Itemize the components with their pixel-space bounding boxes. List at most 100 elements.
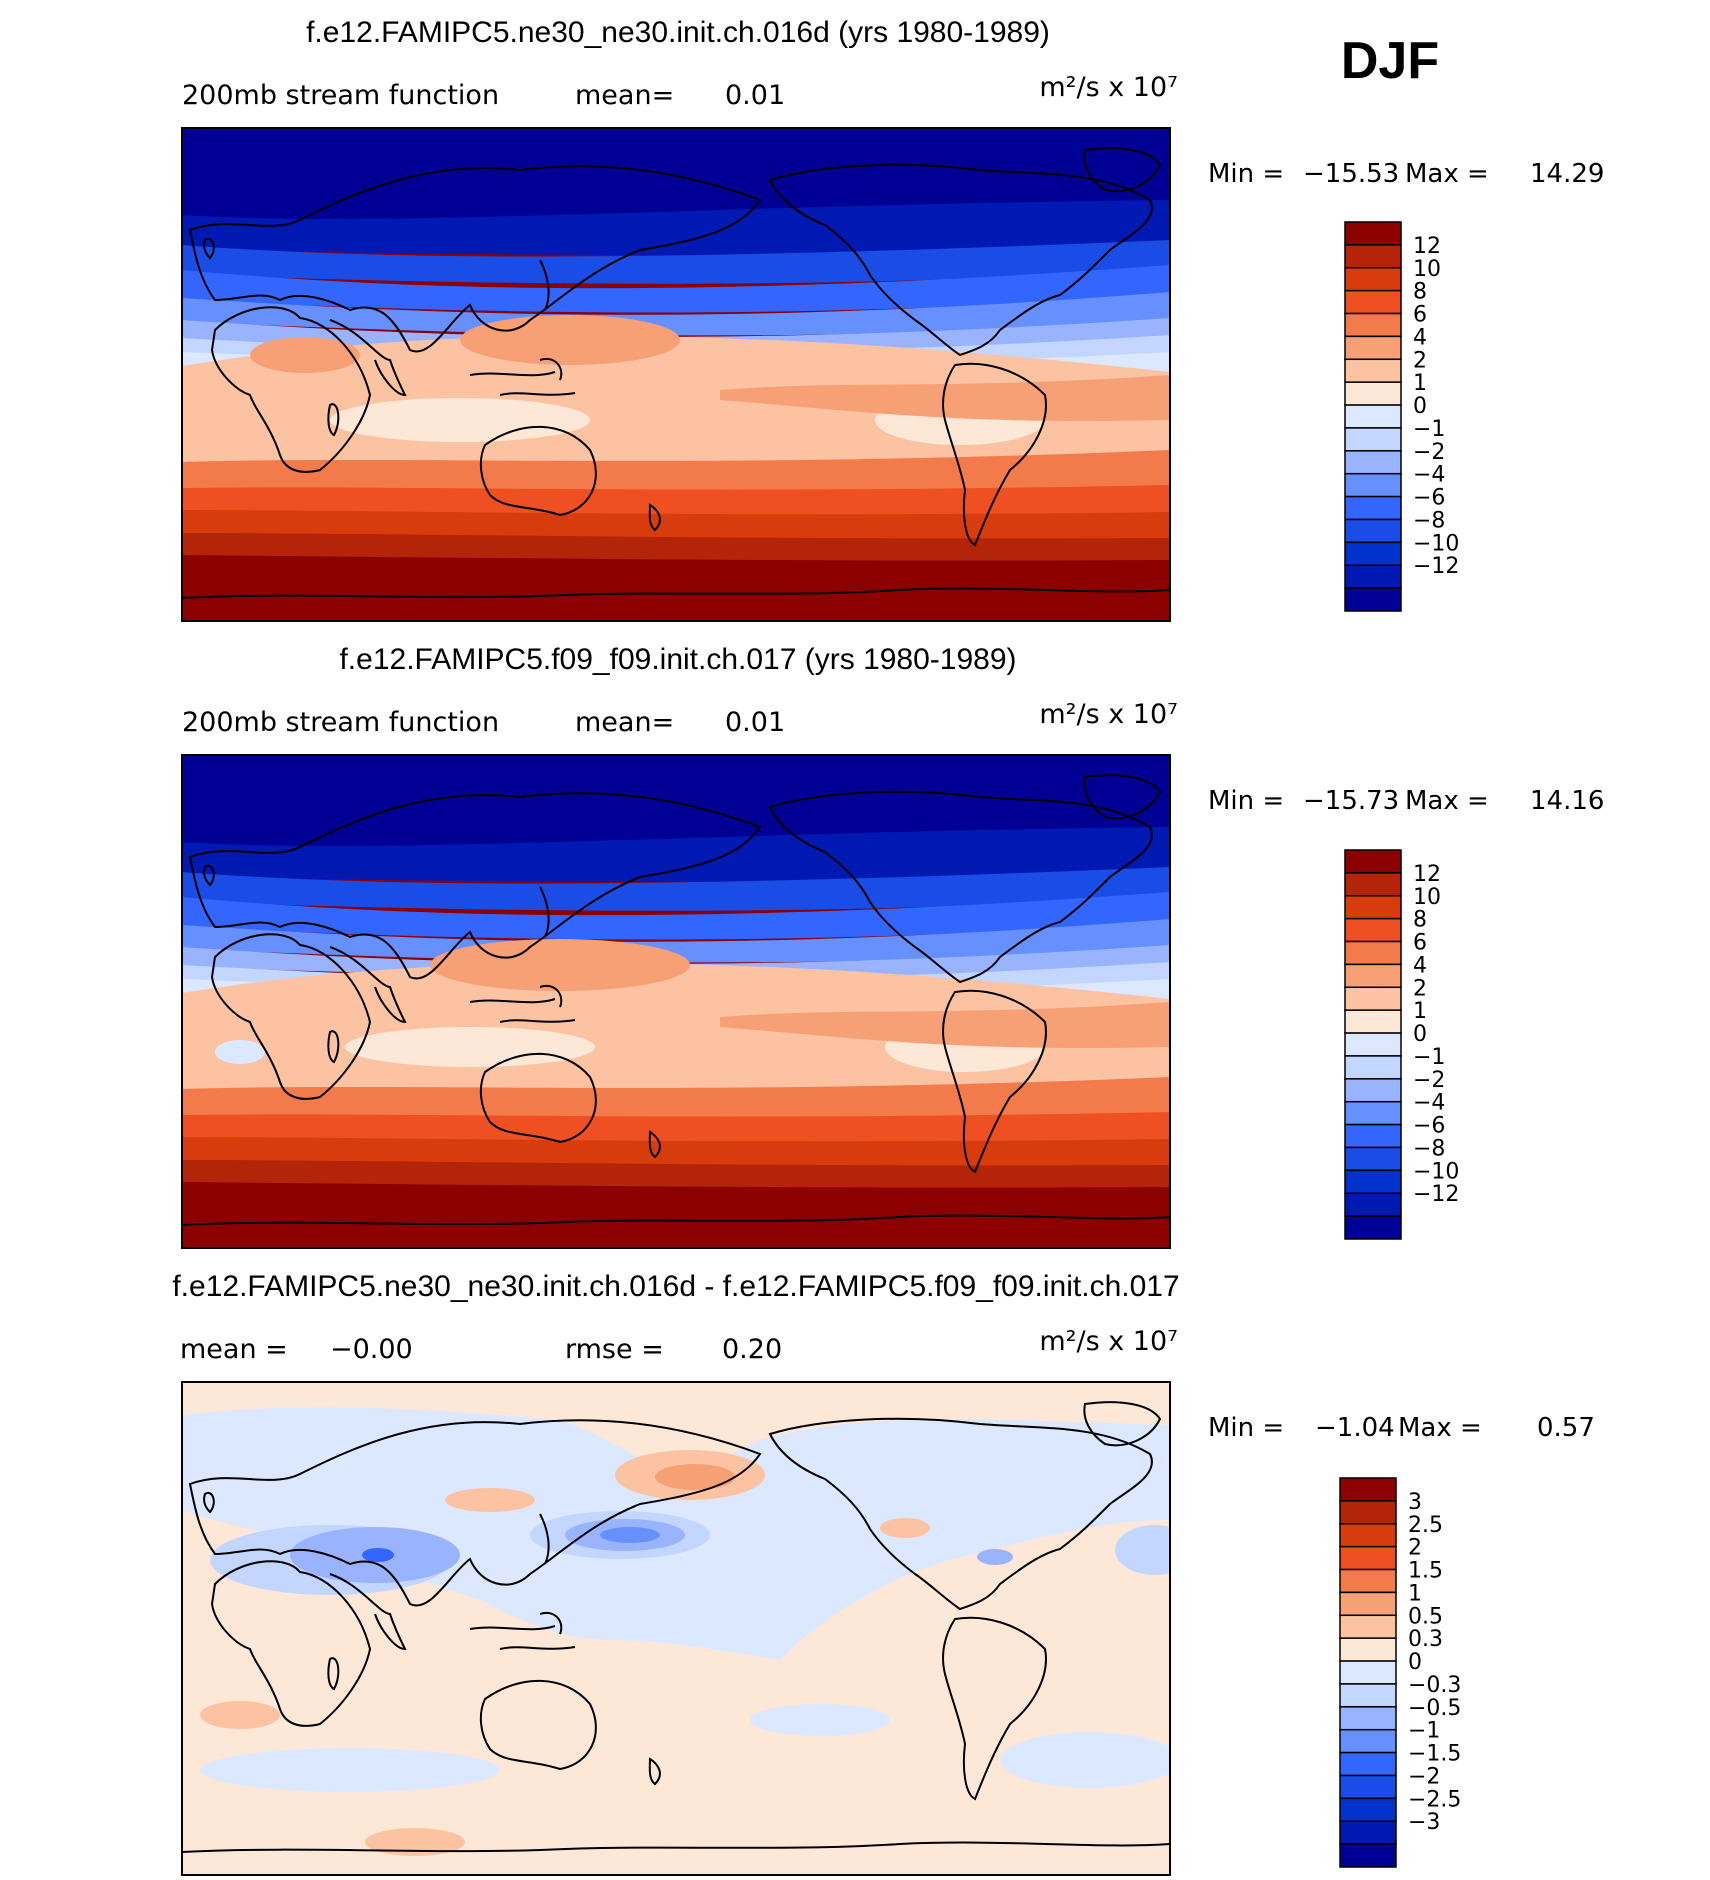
colorbar-swatch — [1344, 1169, 1402, 1194]
units-label: m²/s x 10⁷ — [1039, 699, 1178, 730]
colorbar-tick-label: 12 — [1413, 862, 1441, 887]
colorbar-swatch — [1344, 963, 1402, 989]
max-label: Max = — [1405, 159, 1489, 189]
colorbar-tick-label: −2 — [1413, 1068, 1445, 1093]
colorbar-swatch — [1344, 1123, 1402, 1149]
max-label: Max = — [1398, 1413, 1482, 1443]
colorbar-swatch — [1339, 1820, 1397, 1845]
colorbar-tick-label: 6 — [1413, 303, 1427, 328]
colorbar-tick-label: 12 — [1413, 234, 1441, 259]
colorbar-tick-label: −10 — [1413, 1159, 1459, 1184]
colorbar-swatch — [1344, 335, 1402, 361]
colorbar-tick-label: 2 — [1413, 348, 1427, 373]
max-value: 0.57 — [1537, 1413, 1595, 1443]
map-frame — [181, 127, 1171, 622]
colorbar-tick-label: −1 — [1413, 1045, 1445, 1070]
colorbar-tick-label: 1 — [1413, 999, 1427, 1024]
colorbar-tick-label: 0 — [1408, 1650, 1422, 1675]
colorbar-tick-label: −4 — [1413, 1091, 1445, 1116]
colorbar-tick-label: 4 — [1413, 953, 1427, 978]
min-value: −1.04 — [1315, 1413, 1395, 1443]
mean-value: −0.00 — [330, 1334, 413, 1365]
field-label: 200mb stream function — [182, 707, 499, 738]
min-label: Min = — [1208, 786, 1284, 816]
colorbar-swatch — [1344, 1032, 1402, 1057]
colorbar-tick-label: 2 — [1413, 976, 1427, 1001]
colorbar-swatch — [1344, 1215, 1402, 1240]
colorbar-swatch — [1339, 1614, 1397, 1639]
colorbar-swatch — [1344, 917, 1402, 943]
mean-value: 0.01 — [725, 80, 785, 111]
colorbar-tick-label: −1 — [1413, 417, 1445, 442]
colorbar-tick-label: −0.5 — [1408, 1696, 1461, 1721]
colorbar-tick-label: −1.5 — [1408, 1742, 1461, 1767]
colorbar-tick-label: 0.5 — [1408, 1604, 1443, 1629]
colorbar-swatch — [1344, 564, 1402, 589]
colorbar-tick-label: 0 — [1413, 1022, 1427, 1047]
rmse-label: rmse = — [565, 1334, 664, 1365]
colorbar-swatch — [1344, 849, 1402, 874]
colorbar-swatch — [1344, 221, 1402, 246]
season-label: DJF — [1341, 32, 1439, 90]
colorbar-swatch — [1344, 1192, 1402, 1217]
colorbar-swatch — [1344, 450, 1402, 475]
colorbar-tick-label: −2 — [1413, 440, 1445, 465]
min-label: Min = — [1208, 1413, 1284, 1443]
colorbar-tick-label: 1 — [1413, 371, 1427, 396]
colorbar-tick-label: −8 — [1413, 1136, 1445, 1161]
colorbar-tick-label: −4 — [1413, 463, 1445, 488]
colorbar-swatch — [1344, 289, 1402, 315]
colorbar-swatch — [1339, 1568, 1397, 1594]
colorbar-swatch — [1344, 986, 1402, 1011]
colorbar-tick-label: −10 — [1413, 531, 1459, 556]
colorbar-swatch — [1344, 358, 1402, 383]
panel-3: f.e12.FAMIPC5.ne30_ne30.init.ch.016d - f… — [172, 1270, 1595, 1876]
panel-title: f.e12.FAMIPC5.ne30_ne30.init.ch.016d - f… — [172, 1270, 1179, 1303]
colorbar-tick-label: −0.3 — [1408, 1673, 1461, 1698]
mean-label: mean= — [575, 707, 674, 738]
panel-2: f.e12.FAMIPC5.f09_f09.init.ch.017 (yrs 1… — [181, 643, 1604, 1249]
colorbar-tick-label: 1 — [1408, 1581, 1422, 1606]
colorbar-tick-label: −3 — [1408, 1810, 1440, 1835]
colorbar-tick-label: −8 — [1413, 508, 1445, 533]
colorbar-swatch — [1339, 1683, 1397, 1708]
colorbar-tick-label: 2.5 — [1408, 1513, 1443, 1538]
colorbar-tick-label: 2 — [1408, 1536, 1422, 1561]
colorbar-swatch — [1344, 1146, 1402, 1172]
contour-map — [182, 128, 1170, 621]
colorbar-swatch — [1344, 312, 1402, 338]
colorbar-tick-label: 3 — [1408, 1490, 1422, 1515]
colorbar-tick-label: −12 — [1413, 554, 1459, 579]
mean-label: mean= — [575, 80, 674, 111]
mean-value: 0.01 — [725, 707, 785, 738]
rmse-value: 0.20 — [722, 1334, 782, 1365]
colorbar-swatch — [1339, 1706, 1397, 1731]
colorbar-swatch — [1344, 404, 1402, 429]
colorbar-tick-label: 6 — [1413, 931, 1427, 956]
colorbar-swatch — [1344, 267, 1402, 292]
colorbar-swatch — [1339, 1545, 1397, 1571]
colorbar: 32.521.510.50.30−0.3−0.5−1−1.5−2−2.5−3 — [1339, 1477, 1461, 1868]
min-value: −15.73 — [1303, 786, 1399, 816]
colorbar-swatch — [1344, 872, 1402, 897]
units-label: m²/s x 10⁷ — [1039, 72, 1178, 103]
colorbar-swatch — [1344, 1009, 1402, 1034]
panel-title: f.e12.FAMIPC5.ne30_ne30.init.ch.016d (yr… — [306, 16, 1050, 49]
colorbar-swatch — [1339, 1500, 1397, 1525]
max-value: 14.29 — [1530, 159, 1604, 189]
colorbar-swatch — [1344, 940, 1402, 966]
colorbar-swatch — [1339, 1637, 1397, 1662]
contour-map — [182, 1382, 1170, 1875]
colorbar-tick-label: 1.5 — [1408, 1559, 1443, 1584]
colorbar-tick-label: 4 — [1413, 325, 1427, 350]
colorbar-swatch — [1344, 244, 1402, 269]
colorbar-swatch — [1344, 495, 1402, 521]
colorbar-tick-label: −1 — [1408, 1719, 1440, 1744]
colorbar-tick-label: −12 — [1413, 1182, 1459, 1207]
max-label: Max = — [1405, 786, 1489, 816]
colorbar-tick-label: 8 — [1413, 280, 1427, 305]
colorbar-swatch — [1339, 1797, 1397, 1822]
